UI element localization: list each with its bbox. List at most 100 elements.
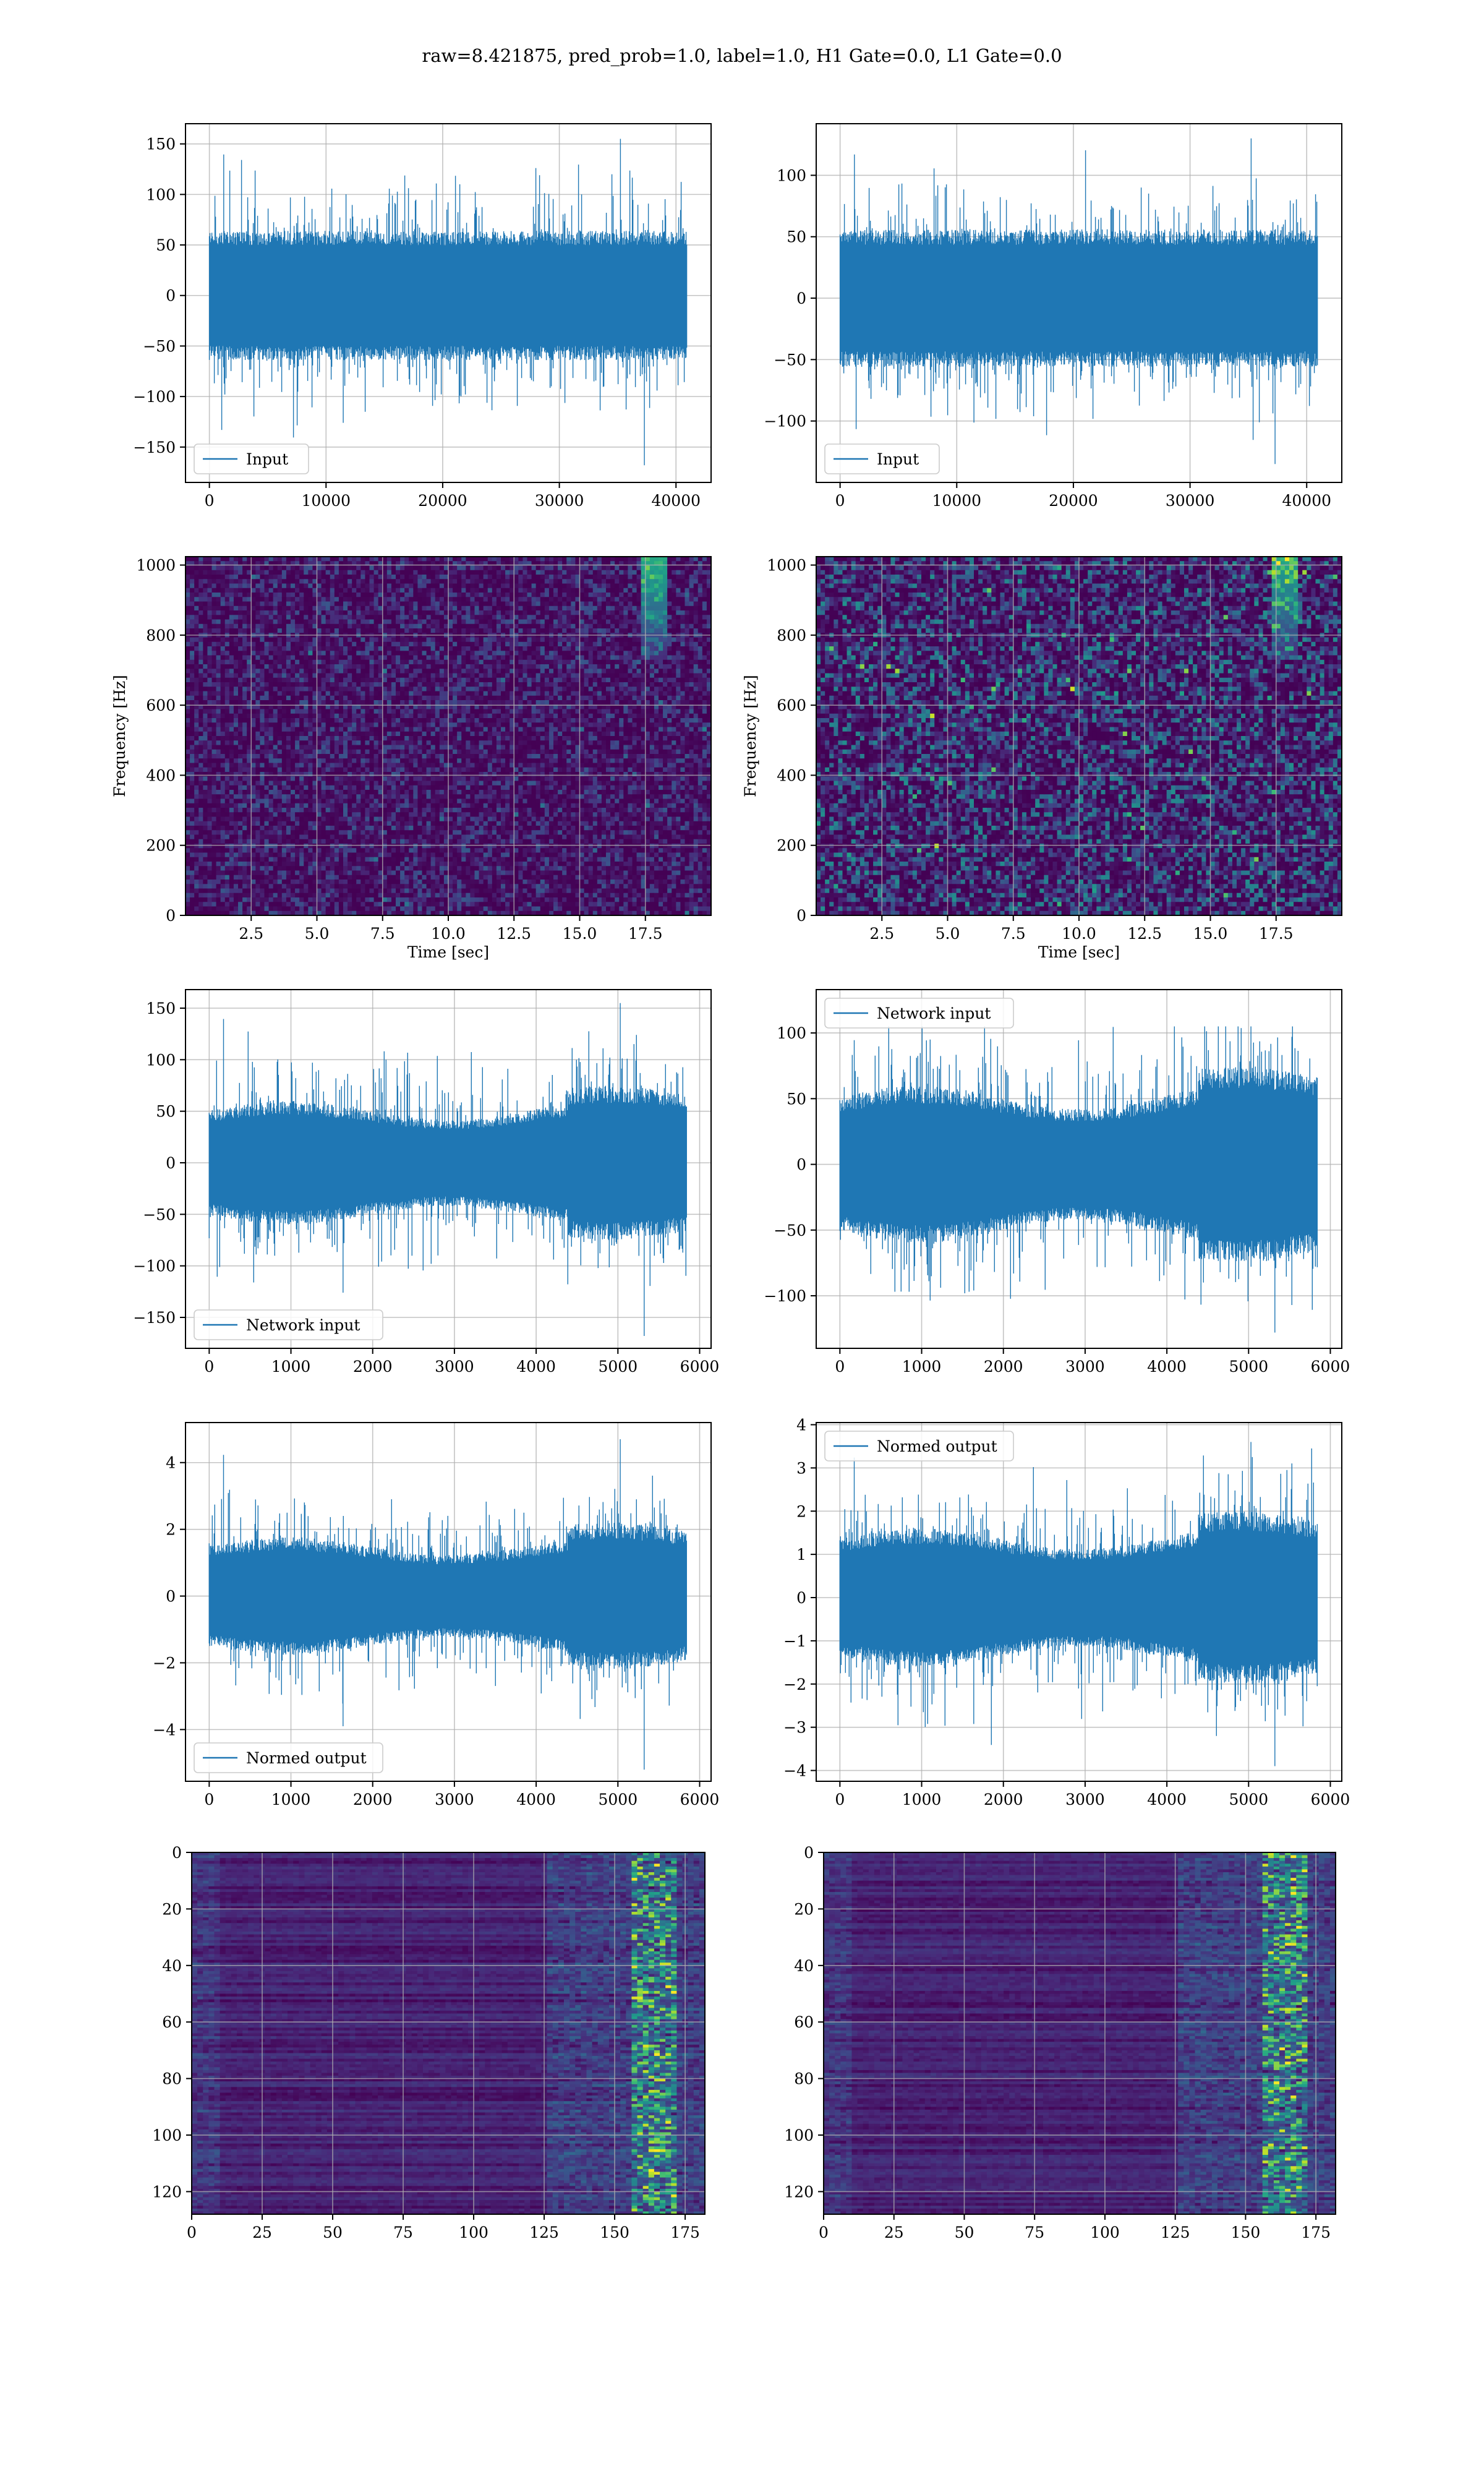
h1-spectrogram-cell [369, 875, 375, 880]
h1-spectrogram-cell [238, 758, 243, 764]
l1-input-ytick-label-3: 50 [787, 228, 806, 246]
h1-spectrogram-cell [308, 785, 313, 790]
h1-spectrogram-cell [203, 557, 208, 562]
h1-spectrogram-cell [255, 575, 261, 580]
h1-spectrogram-cell [396, 565, 401, 571]
h1-spectrogram-cell [242, 834, 247, 840]
h1-spectrogram-cell [260, 816, 265, 822]
h1-spectrogram-cell [220, 722, 226, 728]
h1-spectrogram-cell [365, 601, 370, 607]
h1-spectrogram-cell [233, 691, 239, 696]
h1-spectrogram-cell [448, 785, 453, 790]
h1-spectrogram-cell [396, 641, 401, 647]
h1-spectrogram-cell [194, 601, 199, 607]
h1-spectrogram-cell [365, 740, 370, 746]
h1-spectrogram-cell [229, 641, 234, 647]
h1-spectrogram-cell [211, 839, 217, 844]
h1-spectrogram-cell [386, 570, 392, 575]
h1-spectrogram-cell [224, 659, 230, 665]
h1-spectrogram-cell [378, 906, 383, 912]
h1-spectrogram-cell [203, 906, 208, 912]
h1-spectrogram-cell [360, 646, 366, 651]
h1-spectrogram-cell [413, 897, 419, 902]
h1-spectrogram-cell [286, 677, 291, 683]
h1-spectrogram-cell [299, 745, 304, 750]
h1-spectrogram-cell [435, 749, 440, 755]
h1-spectrogram-cell [251, 870, 256, 876]
h1-spectrogram-cell [186, 848, 190, 854]
h1-spectrogram-cell [304, 866, 309, 871]
h1-spectrogram-cell [386, 844, 392, 849]
h1-spectrogram-cell [238, 812, 243, 818]
h1-spectrogram-cell [291, 736, 296, 741]
h1-spectrogram-cell [400, 852, 405, 858]
h1-spectrogram-cell [439, 565, 445, 571]
h1-spectrogram-cell [251, 781, 256, 786]
h1-spectrogram-cell [443, 691, 449, 696]
h1-spectrogram-cell [229, 583, 234, 589]
h1-spectrogram-cell [338, 763, 344, 768]
h1-spectrogram-cell [233, 794, 239, 800]
h1-spectrogram-cell [281, 875, 287, 880]
h1-spectrogram-cell [325, 691, 331, 696]
h1-spectrogram-cell [391, 606, 396, 611]
h1-spectrogram-cell [325, 892, 331, 898]
h1-spectrogram-cell [396, 852, 401, 858]
h1-spectrogram-cell [321, 610, 326, 615]
h1-spectrogram-cell [194, 731, 199, 737]
h1-spectrogram-cell [330, 575, 335, 580]
h1-spectrogram-cell [396, 628, 401, 633]
h1-spectrogram-cell [352, 700, 357, 705]
h1-spectrogram-cell [194, 597, 199, 602]
h1-spectrogram-cell [304, 641, 309, 647]
h1-spectrogram-cell [242, 731, 247, 737]
h1-spectrogram-cell [233, 830, 239, 836]
h1-spectrogram-cell [198, 641, 203, 647]
h1-spectrogram-cell [334, 646, 339, 651]
h1-spectrogram-cell [369, 583, 375, 589]
h1-spectrogram-cell [203, 606, 208, 611]
h1-spectrogram-cell [365, 902, 370, 907]
h1-spectrogram-cell [216, 781, 221, 786]
h1-spectrogram-cell [391, 593, 396, 597]
h1-spectrogram-cell [378, 897, 383, 902]
h1-spectrogram-cell [277, 575, 283, 580]
h1-spectrogram-cell [321, 597, 326, 602]
h1-spectrogram-cell [413, 866, 419, 871]
h1-spectrogram-cell [321, 731, 326, 737]
h1-spectrogram-cell [334, 834, 339, 840]
h1-spectrogram-cell [400, 583, 405, 589]
h1-spectrogram-cell [373, 884, 379, 889]
h1-spectrogram-cell [317, 727, 322, 732]
h1-spectrogram-cell [312, 902, 318, 907]
h1-spectrogram-cell [338, 695, 344, 701]
h1-spectrogram-cell [365, 830, 370, 836]
h1-spectrogram-cell [391, 790, 396, 795]
h1-spectrogram-cell [233, 857, 239, 862]
h1-spectrogram-cell [343, 888, 348, 894]
h1-spectrogram-cell [255, 713, 261, 719]
h1-spectrogram-cell [330, 713, 335, 719]
h1-spectrogram-cell [422, 848, 427, 854]
h1-spectrogram-cell [386, 727, 392, 732]
h1-spectrogram-cell [198, 781, 203, 786]
h1-spectrogram-cell [330, 830, 335, 836]
h1-spectrogram-cell [325, 880, 331, 884]
h1-spectrogram-cell [190, 749, 195, 755]
h1-spectrogram-cell [422, 745, 427, 750]
h1-spectrogram-cell [356, 700, 361, 705]
h1-spectrogram-cell [325, 597, 331, 602]
h1-spectrogram-cell [443, 606, 449, 611]
h1-spectrogram-cell [426, 583, 432, 589]
h1-spectrogram-cell [396, 758, 401, 764]
h1-spectrogram-cell [286, 575, 291, 580]
h1-spectrogram-cell [404, 619, 409, 625]
h1-spectrogram-cell [378, 695, 383, 701]
h1-spectrogram-cell [382, 579, 388, 584]
h1-spectrogram-cell [264, 641, 270, 647]
h1-spectrogram-cell [211, 593, 217, 597]
h1-spectrogram-cell [247, 776, 252, 782]
h1-spectrogram-cell [286, 803, 291, 808]
h1-spectrogram-cell [435, 910, 440, 916]
h1-spectrogram-cell [295, 892, 300, 898]
